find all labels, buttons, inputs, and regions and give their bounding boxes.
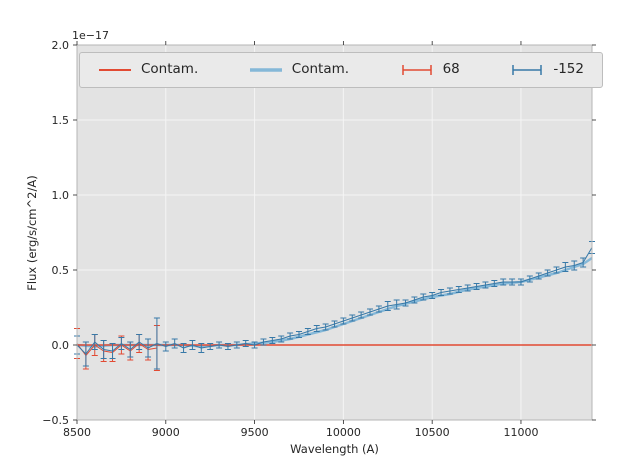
line-swatch-blue [249,68,282,72]
errorbar-swatch-blue [512,65,543,75]
line-swatch-red [99,69,131,71]
plot-area [77,45,592,420]
x-tick-label: 8500 [63,426,91,439]
legend-entry-minus152: -152 [510,63,584,77]
y-tick-label: 1.5 [52,114,70,127]
axis-offset-text: 1e−17 [72,29,109,42]
legend-entry-contam-blue: Contam. [249,63,349,77]
legend-label: Contam. [291,61,350,78]
y-tick-label: 1.0 [52,189,70,202]
legend-label: -152 [553,61,584,78]
y-tick-label: 0.5 [52,264,70,277]
x-axis-label: Wavelength (A) [290,442,379,456]
x-tick-label: 9000 [152,426,180,439]
y-tick-label: 0.0 [52,339,70,352]
y-tick-label: 2.0 [52,39,70,52]
legend: Contam. Contam. 68 -152 [79,52,603,88]
x-tick-label: 11000 [503,426,538,439]
legend-entry-68: 68 [400,63,460,77]
series--152 [74,241,595,370]
y-tick-label: −0.5 [42,414,69,427]
legend-entry-contam-red: Contam. [98,63,198,77]
y-axis-label: Flux (erg/s/cm^2/A) [25,175,39,291]
x-tick-label: 9500 [241,426,269,439]
legend-label: 68 [442,61,460,78]
ticks: 8500 9000 9500 10000 10500 11000 −0.5 0.0 0.5 1.0… [42,39,596,439]
x-tick-label: 10000 [326,426,361,439]
errorbar-swatch-red [401,65,432,75]
legend-label: Contam. [141,61,199,78]
x-tick-label: 10500 [415,426,450,439]
axes-spines [76,44,593,421]
